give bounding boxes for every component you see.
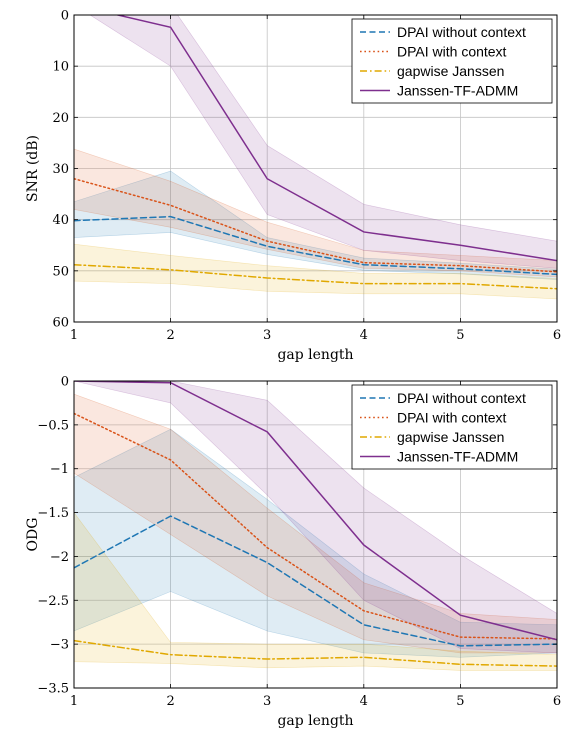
y-tick-label: −3 xyxy=(50,638,69,653)
legend: DPAI without context DPAI with context gap… xyxy=(351,18,553,104)
legend-label-0: DPAI without context xyxy=(397,390,526,406)
y-tick-label: −1 xyxy=(50,462,69,477)
x-tick-label: 5 xyxy=(456,328,464,343)
x-tick-label: 4 xyxy=(360,328,368,343)
x-tick-label: 1 xyxy=(70,328,78,343)
legend-label-3: Janssen-TF-ADMM xyxy=(397,449,518,465)
axes-frame xyxy=(73,380,558,689)
band-series-0 xyxy=(74,170,557,280)
x-tick-label: 2 xyxy=(166,694,174,709)
y-tick-label: −3.5 xyxy=(37,682,69,697)
x-axis-label: gap length xyxy=(277,713,353,729)
legend-box xyxy=(351,18,553,104)
band-series-1 xyxy=(74,393,557,654)
line-series-3 xyxy=(74,381,557,641)
x-tick-label: 2 xyxy=(166,328,174,343)
y-tick-label: 20 xyxy=(52,111,69,126)
band-series-0 xyxy=(74,428,557,658)
line-series-0 xyxy=(74,215,557,276)
x-axis-label: gap length xyxy=(277,347,353,363)
legend-label-2: gapwise Janssen xyxy=(397,429,504,445)
band-series-3 xyxy=(74,381,557,654)
y-tick-label: 0 xyxy=(61,375,69,390)
y-tick-label: −1.5 xyxy=(37,506,69,521)
legend-label-1: DPAI with context xyxy=(397,410,507,426)
y-tick-label: 40 xyxy=(52,213,69,228)
y-tick-label: 60 xyxy=(52,316,69,331)
line-series-2 xyxy=(74,639,557,667)
x-tick-label: 3 xyxy=(263,694,271,709)
y-tick-label: −0.5 xyxy=(37,418,69,433)
y-tick-label: 0 xyxy=(61,9,69,24)
x-tick-label: 3 xyxy=(263,328,271,343)
chart-odg: 1 2 3 4 5 6 0 −0.5 −1 −1.5 −2 −2.5 −3 −3.5 gap length O… xyxy=(25,375,561,730)
y-axis-label: SNR (dB) xyxy=(25,135,41,202)
y-tick-label: −2.5 xyxy=(37,594,69,609)
legend-label-1: DPAI with context xyxy=(397,44,507,60)
legend-label-2: gapwise Janssen xyxy=(397,63,504,79)
confidence-bands xyxy=(74,15,557,300)
legend-box xyxy=(351,384,553,470)
x-tick-label: 1 xyxy=(70,694,78,709)
y-tick-label: 30 xyxy=(52,162,69,177)
series-lines xyxy=(74,381,557,667)
y-tick-label: 10 xyxy=(52,60,69,75)
x-tick-label: 6 xyxy=(553,328,561,343)
x-tick-label: 5 xyxy=(456,694,464,709)
band-series-3 xyxy=(89,15,557,269)
series-lines xyxy=(74,15,557,290)
band-series-2 xyxy=(74,243,557,300)
legend-label-3: Janssen-TF-ADMM xyxy=(397,83,518,99)
line-series-3 xyxy=(114,15,557,262)
confidence-bands xyxy=(74,381,557,671)
y-tick-label: 50 xyxy=(52,264,69,279)
x-tick-label: 6 xyxy=(553,694,561,709)
legend-label-0: DPAI without context xyxy=(397,24,526,40)
legend: DPAI without context DPAI with context gap… xyxy=(351,384,553,470)
line-series-1 xyxy=(74,177,557,273)
band-series-2 xyxy=(74,512,557,671)
x-tick-label: 4 xyxy=(360,694,368,709)
line-series-2 xyxy=(74,263,557,290)
line-series-1 xyxy=(74,412,557,640)
y-tick-label: −2 xyxy=(50,550,69,565)
y-axis-label: ODG xyxy=(25,518,41,552)
line-series-0 xyxy=(74,515,557,647)
